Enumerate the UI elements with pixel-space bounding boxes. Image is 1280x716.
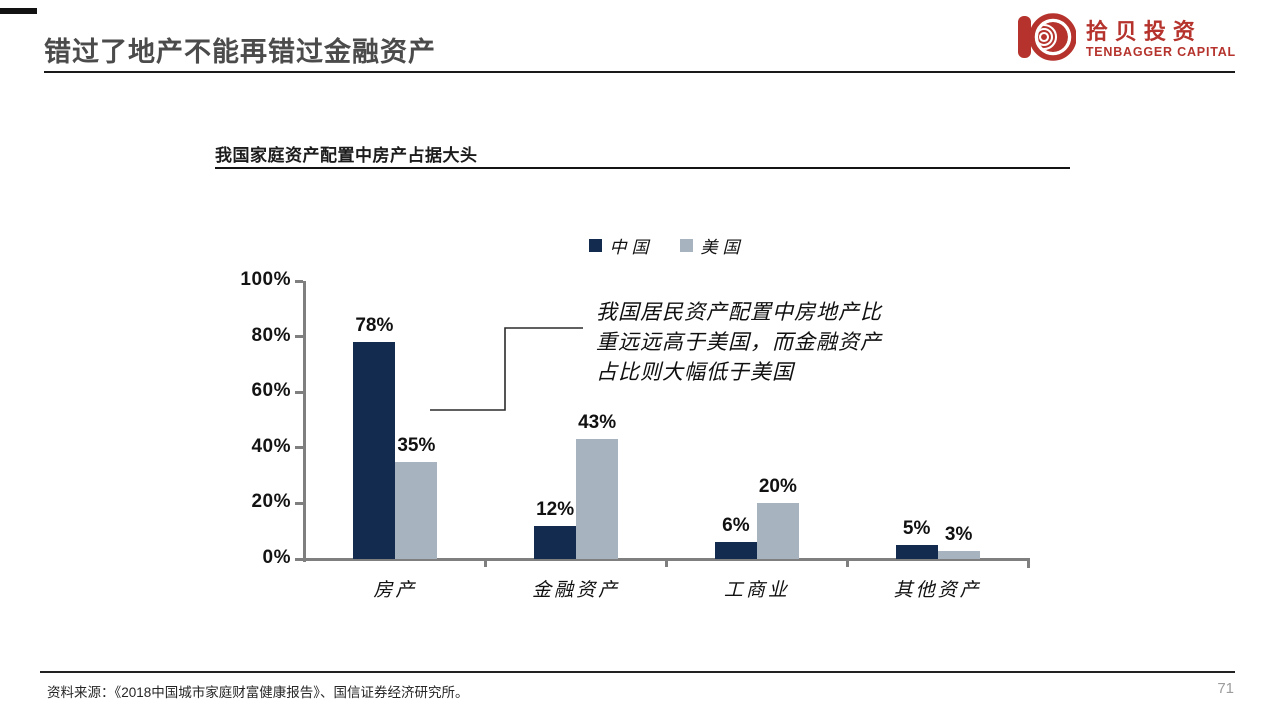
logo-text: 拾贝投资 TENBAGGER CAPITAL	[1086, 19, 1236, 60]
y-axis-line	[303, 281, 306, 562]
y-axis-tick-label: 0%	[262, 547, 291, 568]
legend-label: 中国	[609, 238, 654, 258]
plot-area: 0% 20% 40% 60% 80% 100% 78% 35% 房产 12% 43% 金融资产 6% 20…	[240, 269, 1030, 601]
company-logo: 拾贝投资 TENBAGGER CAPITAL	[1017, 12, 1236, 67]
tenbagger-logo-icon	[1017, 12, 1077, 67]
x-axis-tick	[665, 561, 668, 567]
category-label: 其他资产	[893, 579, 982, 601]
source-note: 资料来源：《2018中国城市家庭财富健康报告》、国信证券经济研究所。	[47, 685, 469, 700]
y-axis-tick	[295, 279, 303, 283]
y-axis-tick	[295, 446, 303, 450]
y-axis-tick	[295, 501, 303, 505]
bar-value-label: 5%	[902, 518, 931, 539]
page-number: 71	[1217, 680, 1234, 697]
corner-mark	[0, 8, 37, 14]
bar-series0-cat2	[714, 542, 757, 559]
legend: 中国 美国	[305, 233, 1028, 258]
legend-item-series1: 美国	[679, 233, 745, 258]
x-axis-tick	[845, 561, 849, 567]
bar-value-label: 20%	[758, 476, 797, 497]
y-axis-tick-label: 80%	[251, 324, 291, 346]
x-axis-line	[303, 558, 1030, 561]
y-axis-tick-label: 20%	[251, 491, 291, 513]
legend-label: 美国	[700, 238, 745, 258]
category-label: 房产	[373, 579, 418, 601]
chart-annotation: 我国居民资产配置中房地产比 重远远高于美国，而金融资产 占比则大幅低于美国	[596, 297, 926, 387]
y-axis-tick-label: 100%	[240, 269, 291, 290]
legend-swatch	[679, 239, 693, 252]
annotation-line: 我国居民资产配置中房地产比	[596, 300, 882, 324]
y-axis-tick	[295, 557, 303, 561]
logo-name-cn: 拾贝投资	[1085, 19, 1202, 44]
bar-value-label: 43%	[578, 412, 617, 433]
bar-series1-cat1	[576, 439, 619, 559]
footer-divider	[40, 671, 1235, 673]
legend-swatch	[588, 239, 602, 252]
chart-section-title: 我国家庭资产配置中房产占据大头	[215, 146, 478, 165]
bar-series1-cat2	[756, 503, 799, 559]
page-title: 错过了地产不能再错过金融资产	[44, 37, 436, 67]
chart-title-divider	[215, 167, 1070, 169]
annotation-line: 重远远高于美国，而金融资产	[596, 330, 882, 354]
bar-series0-cat0	[353, 342, 396, 559]
logo-name-en: TENBAGGER CAPITAL	[1085, 45, 1236, 59]
y-axis-tick-label: 40%	[251, 435, 291, 457]
y-axis-tick-label: 60%	[251, 380, 291, 402]
y-axis-tick	[295, 335, 303, 339]
bar-value-label: 78%	[355, 315, 394, 336]
bar-series1-cat0	[395, 462, 438, 559]
category-label: 工商业	[723, 579, 790, 601]
bar-value-label: 12%	[536, 499, 575, 520]
x-axis-tick	[484, 561, 488, 567]
bar-series1-cat3	[937, 551, 980, 559]
x-axis-end-tick	[1027, 558, 1030, 568]
header-divider	[44, 71, 1235, 73]
bar-series0-cat3	[895, 545, 938, 559]
category-label: 金融资产	[532, 579, 621, 601]
annotation-line: 占比则大幅低于美国	[596, 360, 794, 384]
bar-value-label: 35%	[397, 435, 436, 456]
bar-series0-cat1	[534, 526, 577, 559]
legend-item-series0: 中国	[588, 233, 654, 258]
bar-value-label: 3%	[944, 524, 973, 545]
y-axis-tick	[295, 390, 303, 394]
bar-value-label: 6%	[722, 515, 750, 536]
